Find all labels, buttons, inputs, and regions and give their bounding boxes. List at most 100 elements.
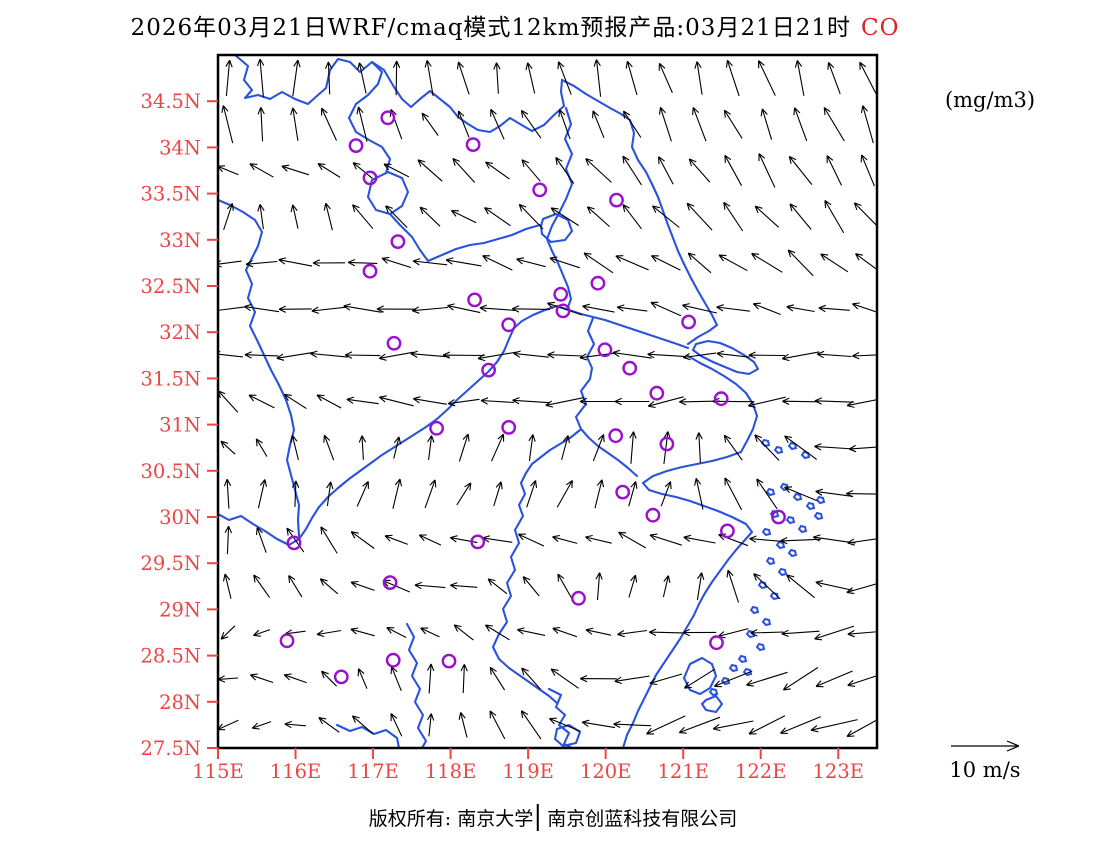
wind-arrow <box>754 205 780 228</box>
wind-arrow <box>758 153 776 188</box>
boundary-top-border-east <box>370 60 566 134</box>
station-marker <box>465 137 481 153</box>
wind-arrow <box>650 301 682 317</box>
station-marker <box>615 484 631 500</box>
wind-arrow <box>848 444 877 453</box>
station-marker <box>608 428 624 444</box>
axis-labels: 34.5N 34N 33.5N 33N 32.5N 32N 31.5N 31N 30.5N 30N… <box>141 90 864 783</box>
wind-arrow <box>378 395 414 407</box>
wind-arrow <box>724 477 743 511</box>
wind-arrow <box>726 569 740 603</box>
wind-arrow <box>616 304 648 312</box>
wind-arrow <box>489 710 506 740</box>
wind-arrow <box>384 534 408 545</box>
lon-tick-label: 119E <box>502 760 553 783</box>
wind-arrow <box>356 480 369 507</box>
wind-arrow <box>814 625 855 641</box>
wind-arrow <box>482 255 513 271</box>
lat-tick-label: 31.5N <box>141 367 201 390</box>
wind-arrow <box>487 578 508 595</box>
wind-arrow <box>450 210 477 224</box>
wind-arrow <box>393 436 402 459</box>
wind-arrow <box>276 351 314 361</box>
wind-vector-field <box>218 58 877 740</box>
island-speck <box>815 495 826 505</box>
wind-arrow <box>827 61 841 95</box>
wind-arrow <box>283 673 307 684</box>
unit-label: (mg/m3) <box>944 88 1036 112</box>
wind-arrow <box>847 675 877 687</box>
wind-arrow <box>516 627 546 636</box>
wind-arrow <box>490 108 505 140</box>
wind-arrow <box>586 206 610 228</box>
wind-arrow <box>784 486 818 502</box>
wind-arrow <box>649 533 682 546</box>
wind-arrow <box>489 666 506 691</box>
wind-arrow <box>622 110 642 138</box>
wind-arrow <box>815 580 854 591</box>
wind-arrow <box>793 107 808 142</box>
boundary-island-big-2 <box>700 694 724 714</box>
station-marker <box>532 182 548 198</box>
wind-arrow <box>753 573 781 600</box>
wind-arrow <box>748 715 786 735</box>
wind-arrow <box>650 255 681 271</box>
wind-arrow <box>622 204 642 230</box>
wind-arrow <box>547 301 583 316</box>
wind-arrow <box>447 303 481 314</box>
wind-arrow <box>493 481 503 507</box>
boundary-chongming-island <box>691 339 760 376</box>
wind-arrow <box>323 434 335 461</box>
wind-arrow <box>694 61 703 95</box>
wind-arrow <box>312 259 346 267</box>
wind-arrow <box>518 203 544 230</box>
wind-arrow <box>547 351 583 359</box>
boundary-coast-north <box>560 78 719 346</box>
station-marker <box>590 275 606 291</box>
station-marker <box>609 192 624 208</box>
wind-arrow <box>490 433 505 462</box>
wind-arrow <box>350 531 375 549</box>
wind-arrow <box>678 716 721 734</box>
wind-arrow <box>376 305 417 313</box>
station-marker <box>333 669 349 685</box>
wind-arrow <box>320 670 337 687</box>
wind-arrow <box>846 583 877 595</box>
wind-arrow <box>746 671 788 687</box>
wind-arrow <box>357 62 367 94</box>
copyright-footer: 版权所有: 南京大学 南京创蓝科技有限公司 <box>369 804 737 831</box>
wind-arrow <box>410 350 450 358</box>
wind-arrow <box>718 254 748 272</box>
wind-arrow <box>647 396 684 409</box>
wind-arrow <box>482 535 513 543</box>
wind-arrow <box>225 59 233 97</box>
wind-arrow <box>649 673 683 686</box>
wind-arrow <box>860 105 874 144</box>
wind-arrow <box>218 306 247 311</box>
wind-arrow <box>683 534 716 544</box>
wind-arrow <box>663 431 671 464</box>
wind-arrow <box>550 207 579 226</box>
wind-arrow <box>788 155 813 185</box>
wind-arrow <box>749 535 785 543</box>
wind-arrow <box>613 720 651 728</box>
wind-arrow <box>696 572 705 601</box>
wind-arrow <box>814 397 854 405</box>
wind-arrow <box>288 575 303 598</box>
wind-arrow <box>648 628 683 636</box>
wind-arrow <box>424 59 434 96</box>
wind-arrow <box>545 397 585 408</box>
wind-arrow <box>561 435 570 461</box>
wind-arrow <box>244 351 279 359</box>
wind-arrow <box>257 479 268 509</box>
lon-tick-label: 117E <box>347 760 398 783</box>
station-marker <box>470 534 486 550</box>
station-marker <box>649 385 665 401</box>
lat-tick-label: 34.5N <box>141 90 201 113</box>
wind-arrow <box>625 60 638 96</box>
wind-arrow <box>810 719 858 733</box>
wind-arrow <box>723 109 743 139</box>
wind-arrow <box>218 390 239 413</box>
boundary-su-wan-border <box>545 106 574 309</box>
wind-arrow <box>220 440 236 455</box>
